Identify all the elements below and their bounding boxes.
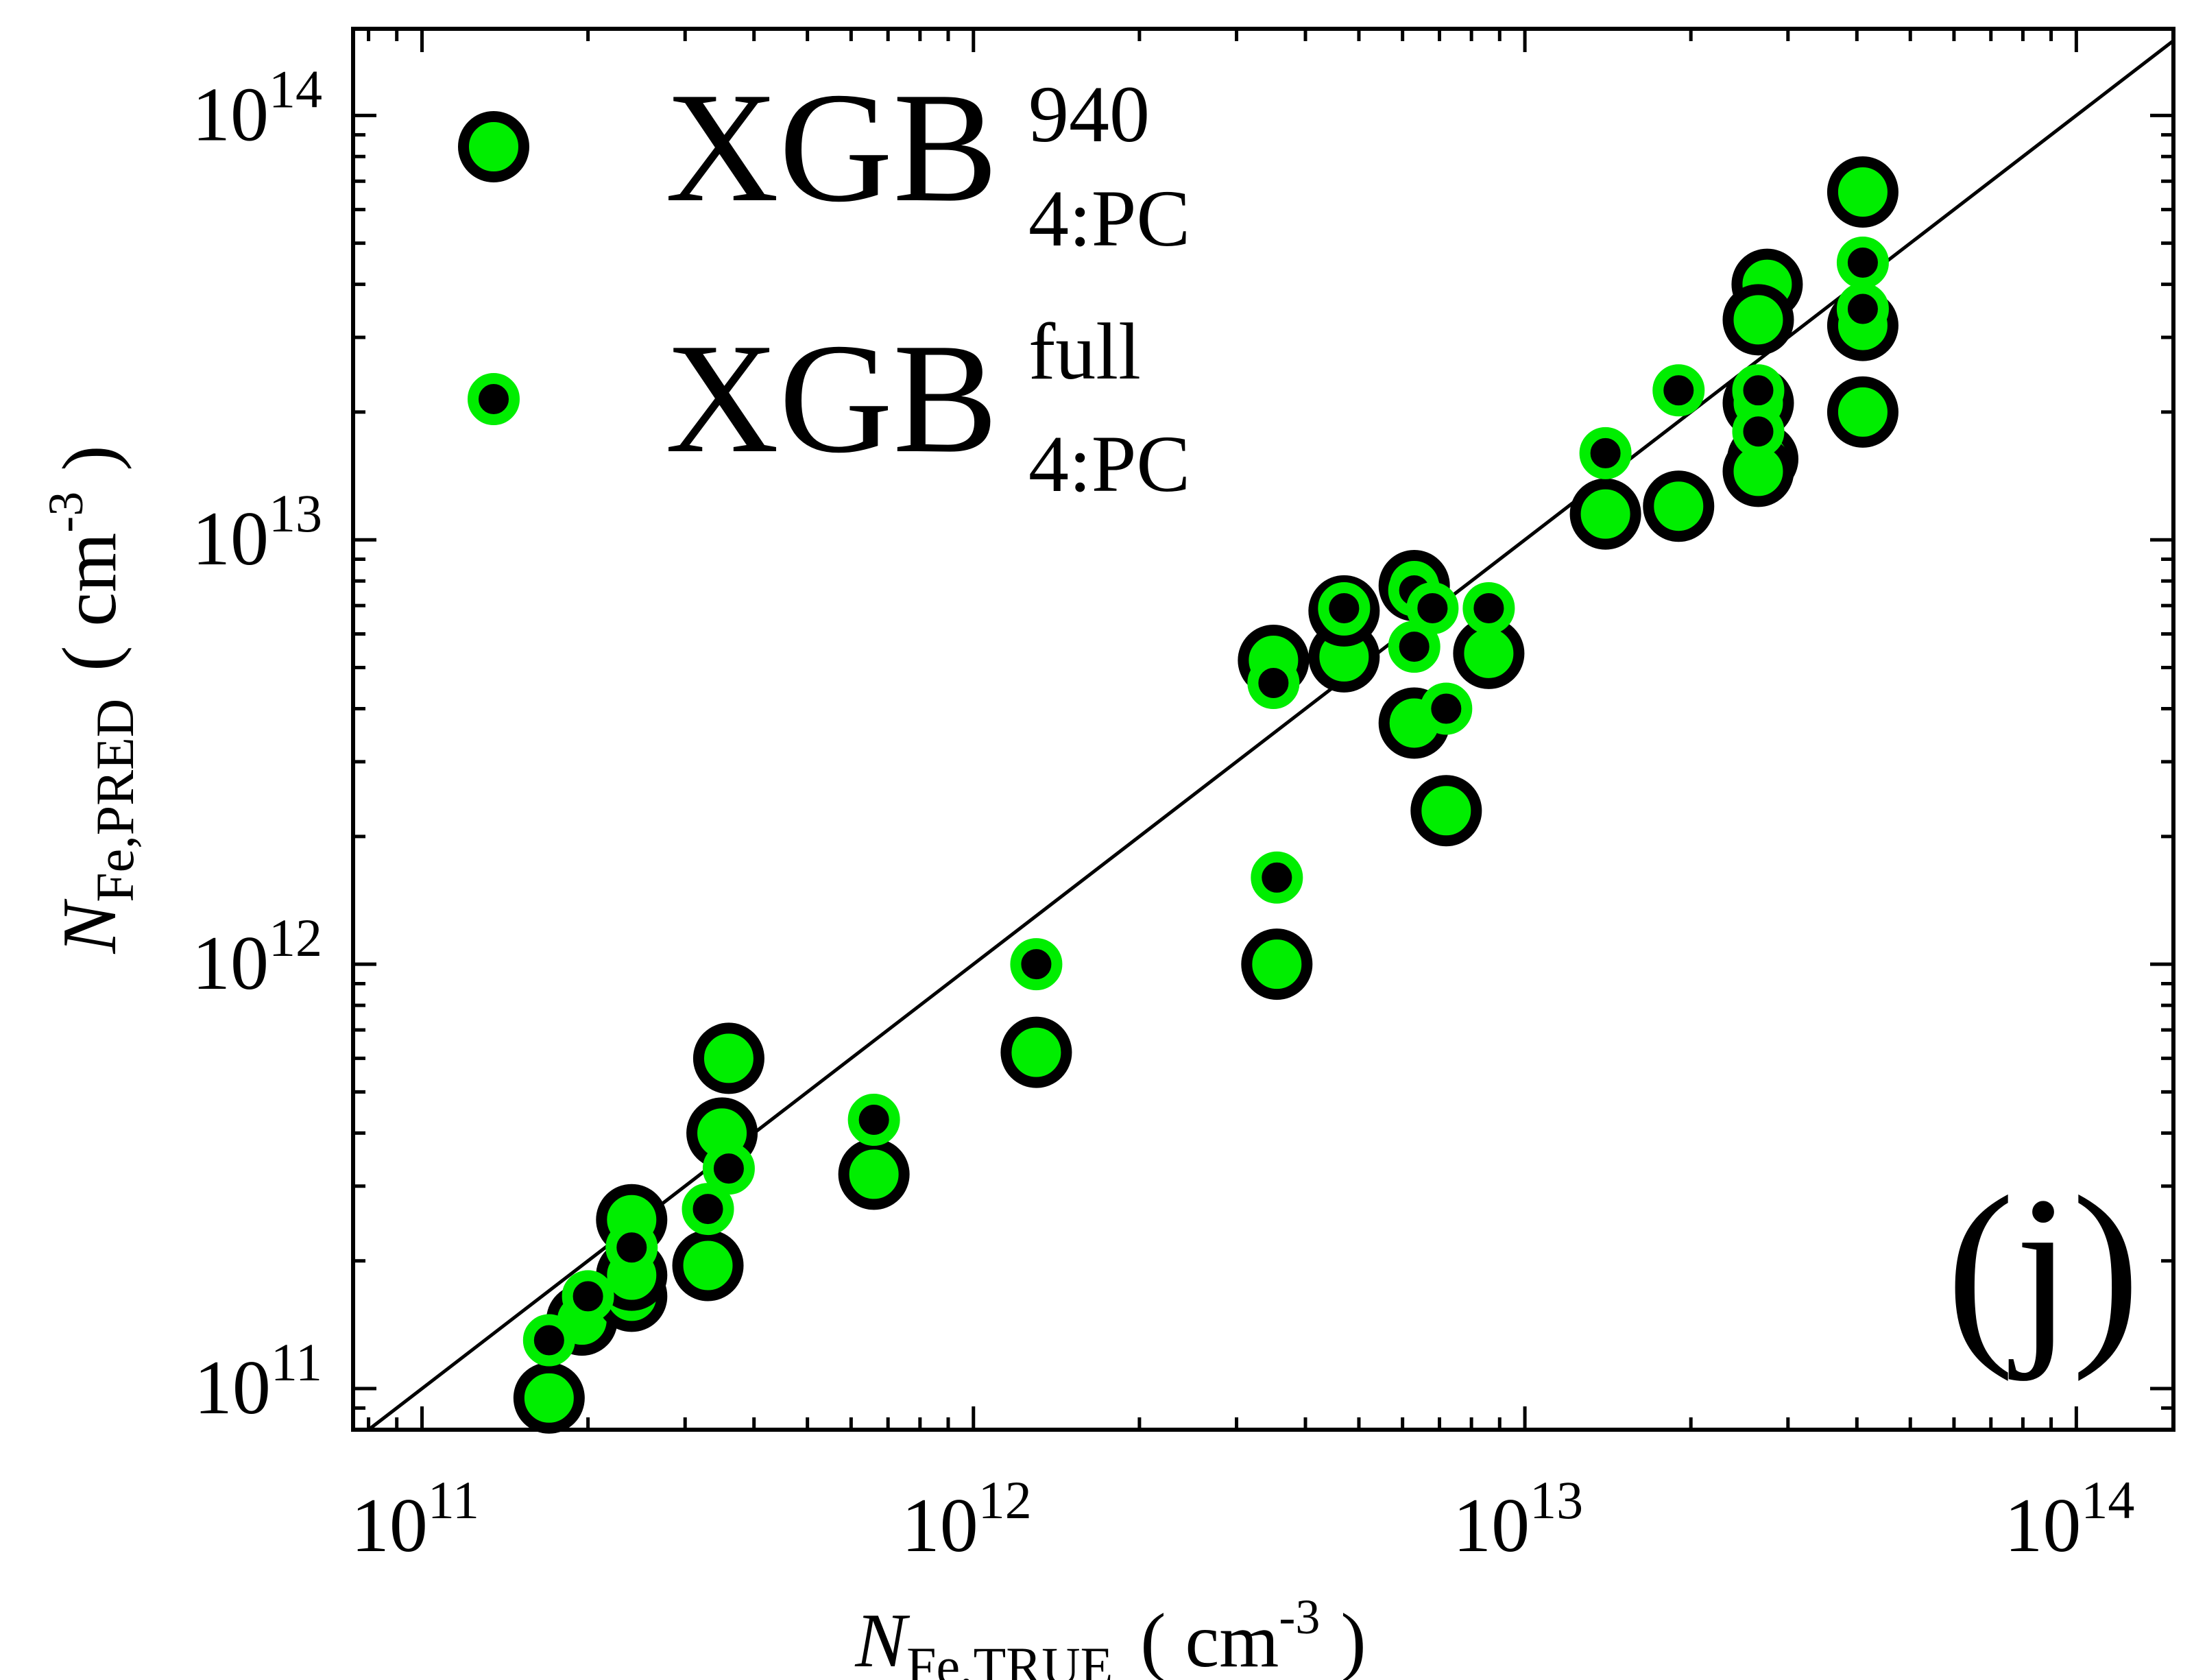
x-tick-label-exp: 14 bbox=[2081, 1470, 2134, 1530]
point-xgb-940 bbox=[1569, 478, 1641, 550]
y-tick-label-base: 10 bbox=[192, 496, 269, 581]
y-tick-label-exp: 14 bbox=[269, 59, 322, 119]
x-tick-label: 1012 bbox=[902, 1470, 1032, 1568]
point-xgb-full bbox=[1406, 581, 1459, 634]
y-tick-label: 1012 bbox=[192, 908, 322, 1006]
y-tick-label-base: 10 bbox=[192, 72, 269, 157]
legend-label-2: XGB bbox=[665, 311, 998, 485]
legend-label-1-sup: 940 bbox=[1028, 69, 1150, 159]
point-xgb-940 bbox=[1722, 284, 1794, 356]
point-xgb-940 bbox=[513, 1362, 585, 1434]
point-xgb-full bbox=[1836, 236, 1889, 289]
x-tick-label-exp: 12 bbox=[978, 1470, 1032, 1530]
y-tick-label-base: 10 bbox=[192, 921, 269, 1006]
point-xgb-940 bbox=[1241, 928, 1313, 1000]
point-xgb-full bbox=[562, 1270, 614, 1323]
x-tick-label-base: 10 bbox=[351, 1483, 428, 1568]
point-xgb-full bbox=[702, 1142, 755, 1195]
y-tick-label: 1013 bbox=[192, 483, 322, 581]
point-xgb-full bbox=[682, 1183, 734, 1236]
x-axis-label: NFe,TRUE ( cm-3) bbox=[854, 1589, 1366, 1680]
point-xgb-full bbox=[1579, 427, 1632, 479]
x-axis-label-sub: Fe,TRUE bbox=[906, 1636, 1113, 1680]
point-xgb-full bbox=[1732, 405, 1785, 458]
point-xgb-full bbox=[1462, 581, 1515, 634]
point-xgb-940 bbox=[1827, 376, 1898, 448]
point-xgb-full bbox=[1247, 656, 1300, 709]
legend: XGB 940 4:PC XGB full 4:PC bbox=[458, 60, 1190, 509]
point-xgb-full bbox=[1010, 938, 1063, 991]
legend-label-1: XGB bbox=[665, 60, 998, 235]
legend-label-2-sup: full bbox=[1028, 307, 1141, 396]
x-tick-label: 1014 bbox=[2004, 1470, 2134, 1568]
x-tick-label-exp: 13 bbox=[1530, 1470, 1583, 1530]
point-xgb-full bbox=[522, 1314, 575, 1367]
x-tick-label-base: 10 bbox=[902, 1483, 978, 1568]
x-tick-label: 1011 bbox=[351, 1470, 479, 1568]
legend-marker-small bbox=[468, 373, 520, 425]
point-xgb-full bbox=[1836, 283, 1889, 335]
point-xgb-940 bbox=[672, 1229, 744, 1301]
y-axis-label: NFe,PRED ( cm-3) bbox=[38, 446, 145, 955]
y-tick-label-exp: 12 bbox=[269, 908, 322, 968]
x-tick-label: 1013 bbox=[1453, 1470, 1583, 1568]
y-axis-label-unit-close: ) bbox=[47, 446, 132, 471]
point-xgb-full bbox=[1318, 581, 1371, 634]
point-xgb-full bbox=[1251, 851, 1303, 904]
point-xgb-full bbox=[605, 1221, 658, 1274]
x-axis-label-main: N bbox=[854, 1598, 910, 1680]
point-xgb-940 bbox=[1410, 775, 1482, 847]
point-xgb-940 bbox=[1643, 470, 1715, 542]
point-xgb-full bbox=[847, 1093, 900, 1146]
y-axis-label-unit: ( cm bbox=[47, 533, 132, 671]
y-axis-label-sub: Fe,PRED bbox=[85, 699, 145, 902]
point-xgb-940 bbox=[1827, 156, 1898, 228]
y-axis-label-unit-exp: -3 bbox=[38, 492, 93, 533]
x-tick-label-base: 10 bbox=[2004, 1483, 2081, 1568]
data-points bbox=[513, 156, 1898, 1434]
x-axis-label-unit-exp: -3 bbox=[1279, 1589, 1320, 1644]
legend-label-1-sub: 4:PC bbox=[1028, 173, 1190, 263]
y-tick-label: 1011 bbox=[194, 1332, 322, 1430]
x-axis-label-unit-close: ) bbox=[1340, 1598, 1366, 1680]
point-xgb-full bbox=[1732, 364, 1785, 417]
y-tick-label-exp: 11 bbox=[271, 1332, 322, 1392]
y-tick-label-base: 10 bbox=[194, 1345, 271, 1430]
y-axis-label-main: N bbox=[47, 899, 132, 955]
point-xgb-full bbox=[1652, 364, 1705, 417]
x-axis-label-unit: ( cm bbox=[1140, 1598, 1279, 1680]
point-xgb-full bbox=[1420, 682, 1473, 735]
panel-label: (j) bbox=[1946, 1154, 2140, 1382]
y-tick-label: 1014 bbox=[192, 59, 322, 157]
point-xgb-940 bbox=[692, 1022, 764, 1094]
x-tick-label-exp: 11 bbox=[428, 1470, 479, 1530]
point-xgb-940 bbox=[838, 1138, 910, 1210]
point-xgb-940 bbox=[1000, 1016, 1072, 1088]
plot-frame bbox=[351, 27, 2175, 1432]
legend-label-2-sub: 4:PC bbox=[1028, 419, 1190, 509]
y-tick-label-exp: 13 bbox=[269, 483, 322, 543]
x-tick-label-base: 10 bbox=[1453, 1483, 1530, 1568]
legend-marker-large bbox=[458, 111, 529, 182]
